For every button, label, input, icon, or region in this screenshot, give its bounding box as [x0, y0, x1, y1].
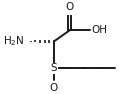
Text: H$_2$N: H$_2$N — [3, 34, 25, 48]
Text: OH: OH — [91, 25, 107, 35]
Text: O: O — [66, 2, 74, 12]
Text: O: O — [50, 83, 58, 93]
Text: S: S — [51, 63, 57, 73]
